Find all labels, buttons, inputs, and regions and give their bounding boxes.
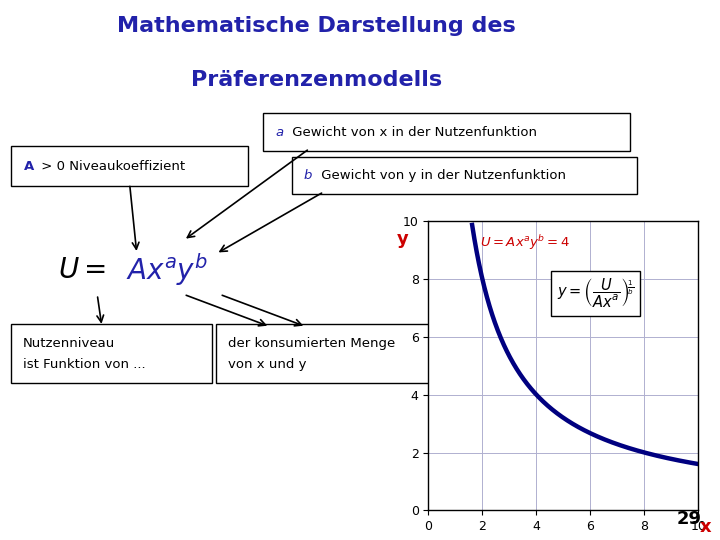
- Text: x: x: [700, 518, 711, 536]
- FancyBboxPatch shape: [292, 157, 637, 194]
- Text: ist Funktion von ...: ist Funktion von ...: [23, 358, 145, 371]
- Text: Gewicht von x in der Nutzenfunktion: Gewicht von x in der Nutzenfunktion: [288, 126, 537, 139]
- Text: $U = Ax^ay^b = 4$: $U = Ax^ay^b = 4$: [480, 233, 570, 252]
- Text: Präferenzenmodells: Präferenzenmodells: [192, 70, 442, 90]
- FancyBboxPatch shape: [263, 113, 630, 151]
- FancyBboxPatch shape: [216, 324, 436, 383]
- Text: Gewicht von y in der Nutzenfunktion: Gewicht von y in der Nutzenfunktion: [317, 169, 566, 182]
- Text: Nutzenniveau: Nutzenniveau: [23, 338, 115, 350]
- Text: > 0 Niveaukoeffizient: > 0 Niveaukoeffizient: [37, 159, 186, 173]
- Text: Mathematische Darstellung des: Mathematische Darstellung des: [117, 16, 516, 36]
- Text: 29: 29: [677, 510, 702, 528]
- Text: y: y: [397, 230, 409, 248]
- Text: von x und y: von x und y: [228, 358, 307, 371]
- Text: $Ax^ay^b$: $Ax^ay^b$: [126, 252, 208, 288]
- Text: $U = $: $U = $: [58, 256, 106, 284]
- FancyBboxPatch shape: [11, 146, 248, 186]
- Text: der konsumierten Menge: der konsumierten Menge: [228, 338, 395, 350]
- FancyBboxPatch shape: [11, 324, 212, 383]
- Text: b: b: [304, 169, 312, 182]
- Text: A: A: [24, 159, 34, 173]
- Text: $y = \left(\dfrac{U}{Ax^a}\right)^{\!\frac{1}{b}}$: $y = \left(\dfrac{U}{Ax^a}\right)^{\!\fr…: [557, 277, 634, 310]
- Text: a: a: [275, 126, 283, 139]
